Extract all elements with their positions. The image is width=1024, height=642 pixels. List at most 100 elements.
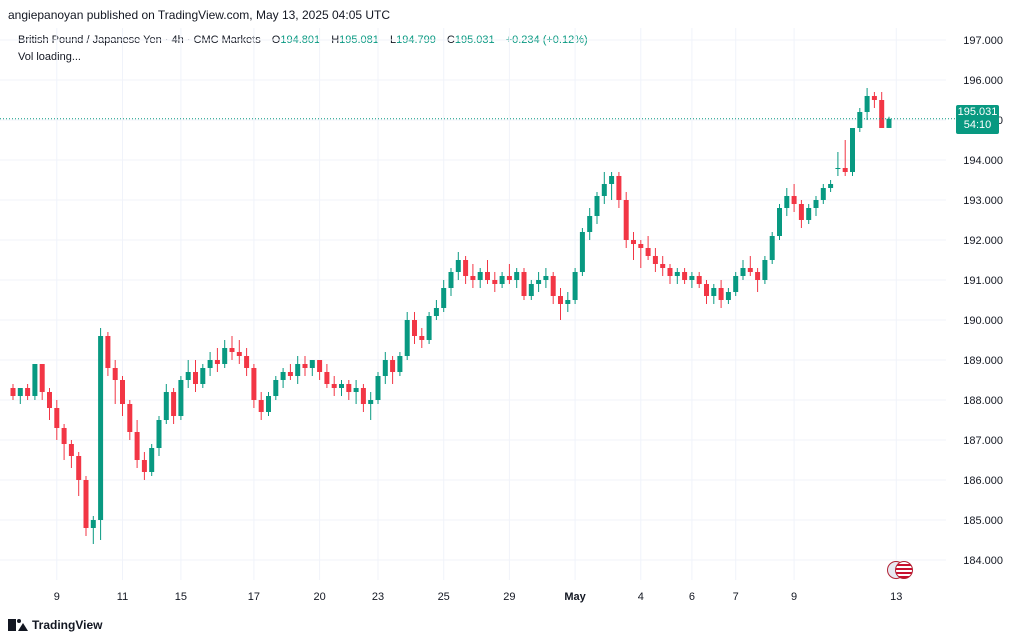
time-tick-label: 7 (733, 591, 739, 603)
candle-down (287, 372, 293, 376)
candle-down (470, 276, 476, 280)
price-tick-label: 184.000 (963, 555, 1003, 567)
candle-down (616, 176, 622, 200)
candle-up (733, 276, 739, 292)
candle-up (609, 176, 615, 184)
candle-up (339, 384, 344, 388)
candle-down (244, 356, 250, 368)
candle-up (820, 188, 826, 200)
time-tick-label: 25 (438, 591, 450, 603)
candle-down (755, 272, 761, 280)
candle-down (419, 336, 425, 340)
candle-down (879, 100, 885, 128)
bar-countdown: 54:10 (963, 119, 992, 131)
candle-up (397, 356, 403, 372)
candle-down (25, 388, 31, 396)
price-tick-label: 194.000 (963, 155, 1003, 167)
price-tick-label: 187.000 (963, 435, 1003, 447)
candle-down (10, 388, 16, 396)
time-tick-label: 15 (175, 591, 187, 603)
candle-up (769, 236, 775, 260)
candle-up (835, 168, 841, 169)
candle-down (258, 400, 264, 412)
candle-up (762, 260, 768, 280)
last-price-value: 195.031 (957, 106, 998, 118)
candle-up (98, 336, 104, 520)
price-tick-label: 197.000 (963, 35, 1003, 47)
candle-up (689, 276, 695, 280)
tradingview-logo-icon (8, 619, 28, 631)
candle-down (54, 408, 60, 428)
candle-up (740, 268, 746, 276)
candle-up (178, 380, 184, 416)
price-tick-label: 186.000 (963, 475, 1003, 487)
gbp-jpy-flags-icon[interactable] (887, 561, 915, 579)
candle-down (127, 404, 133, 432)
price-tick-label: 196.000 (963, 75, 1003, 87)
price-tick-label: 191.000 (963, 275, 1003, 287)
candle-down (302, 364, 308, 368)
candle-up (90, 520, 96, 528)
candle-up (543, 276, 549, 280)
candle-up (536, 280, 542, 284)
candle-down (346, 384, 352, 392)
candle-down (558, 296, 563, 304)
candle-down (193, 372, 198, 384)
candle-up (784, 196, 790, 208)
price-tick-label: 188.000 (963, 395, 1003, 407)
candle-up (528, 284, 534, 296)
candle-up (601, 184, 607, 196)
candle-up (17, 388, 23, 396)
candle-up (200, 368, 206, 384)
candle-down (492, 280, 498, 284)
candle-down (521, 272, 527, 296)
candle-down (76, 456, 82, 480)
candle-down (360, 388, 366, 404)
candle-up (864, 96, 870, 112)
time-tick-label: 20 (313, 591, 325, 603)
candle-up (163, 392, 169, 420)
tradingview-logo[interactable]: TradingView (8, 618, 102, 632)
candle-up (433, 308, 439, 316)
candle-down (47, 392, 52, 408)
candle-up (711, 288, 717, 296)
candle-up (499, 276, 505, 284)
candle-down (134, 432, 140, 460)
candle-up (572, 272, 578, 300)
candle-down (638, 244, 644, 248)
brand-name: TradingView (32, 618, 103, 632)
candle-down (141, 460, 147, 472)
candle-down (667, 268, 673, 276)
time-tick-label: May (564, 591, 586, 603)
time-tick-label: 6 (689, 591, 695, 603)
price-tick-label: 189.000 (963, 355, 1003, 367)
candle-down (61, 428, 67, 444)
candle-down (645, 248, 651, 256)
candle-down (842, 168, 848, 172)
candle-up (455, 260, 461, 272)
volume-indicator[interactable]: Vol loading... (18, 51, 81, 63)
candle-up (273, 380, 279, 396)
candle-down (390, 360, 396, 372)
candle-up (587, 216, 593, 232)
candle-up (594, 196, 600, 216)
time-tick-label: 13 (890, 591, 902, 603)
candle-down (623, 200, 629, 240)
time-tick-label: 11 (117, 591, 128, 603)
candle-down (120, 380, 125, 404)
candle-down (550, 276, 556, 296)
candle-up (813, 200, 819, 208)
candle-up (368, 400, 374, 404)
time-axis: 9 11 15 17 20 23 25 29 May 4 6 7 9 13 (54, 591, 903, 603)
candle-down (652, 256, 658, 264)
candle-up (477, 272, 483, 280)
candle-up (806, 208, 812, 220)
price-tick-label: 192.000 (963, 235, 1003, 247)
candle-up (295, 364, 301, 376)
candle-up (725, 292, 731, 300)
candle-down (229, 348, 235, 352)
candle-down (39, 364, 45, 392)
price-axis: 197.000196.000195.000194.000193.000192.0… (963, 35, 1003, 567)
time-tick-label: 17 (248, 591, 260, 603)
